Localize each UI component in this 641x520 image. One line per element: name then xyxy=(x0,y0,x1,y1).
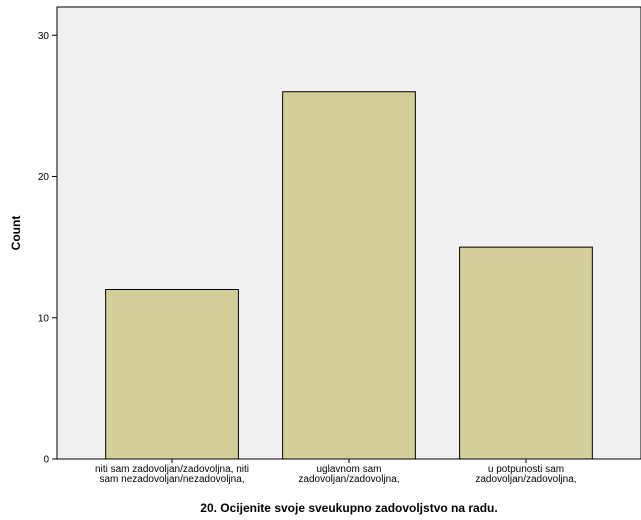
x-tick-label: u potpunosti sam xyxy=(488,464,564,475)
y-tick-label: 10 xyxy=(38,313,50,324)
y-tick-label: 0 xyxy=(43,455,49,466)
x-tick-label: zadovoljan/zadovoljna, xyxy=(475,474,576,485)
y-tick-label: 30 xyxy=(38,31,50,42)
y-tick-label: 20 xyxy=(38,172,50,183)
y-axis-title: Count xyxy=(9,216,23,251)
x-tick-label: zadovoljan/zadovoljna, xyxy=(298,474,399,485)
bar xyxy=(105,289,239,460)
x-axis-labels: niti sam zadovoljan/zadovoljna, nitisam … xyxy=(95,459,577,485)
x-tick-label: sam nezadovoljan/nezadovoljna, xyxy=(99,474,244,485)
bar xyxy=(282,91,416,460)
x-tick-label: niti sam zadovoljan/zadovoljna, niti xyxy=(95,464,249,475)
x-tick-label: uglavnom sam xyxy=(316,464,381,475)
y-axis: 0 10 20 30 xyxy=(38,31,57,466)
bar xyxy=(459,246,593,460)
bars xyxy=(105,91,593,460)
x-axis-title: 20. Ocijenite svoje sveukupno zadovoljst… xyxy=(200,501,497,515)
